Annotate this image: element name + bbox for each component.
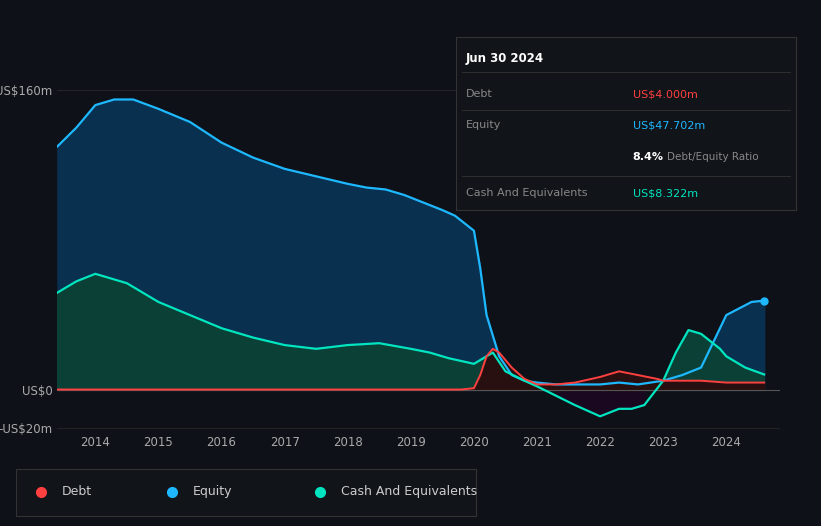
- Text: Debt/Equity Ratio: Debt/Equity Ratio: [667, 151, 759, 161]
- Text: Equity: Equity: [193, 485, 232, 498]
- Text: 8.4%: 8.4%: [633, 151, 664, 161]
- Text: Equity: Equity: [466, 120, 502, 130]
- Text: Cash And Equivalents: Cash And Equivalents: [341, 485, 477, 498]
- FancyBboxPatch shape: [16, 469, 476, 515]
- Text: Debt: Debt: [62, 485, 92, 498]
- Text: US$8.322m: US$8.322m: [633, 188, 698, 198]
- Text: US$47.702m: US$47.702m: [633, 120, 705, 130]
- Text: Jun 30 2024: Jun 30 2024: [466, 52, 544, 65]
- Text: US$4.000m: US$4.000m: [633, 89, 698, 99]
- Text: Debt: Debt: [466, 89, 493, 99]
- Text: Cash And Equivalents: Cash And Equivalents: [466, 188, 587, 198]
